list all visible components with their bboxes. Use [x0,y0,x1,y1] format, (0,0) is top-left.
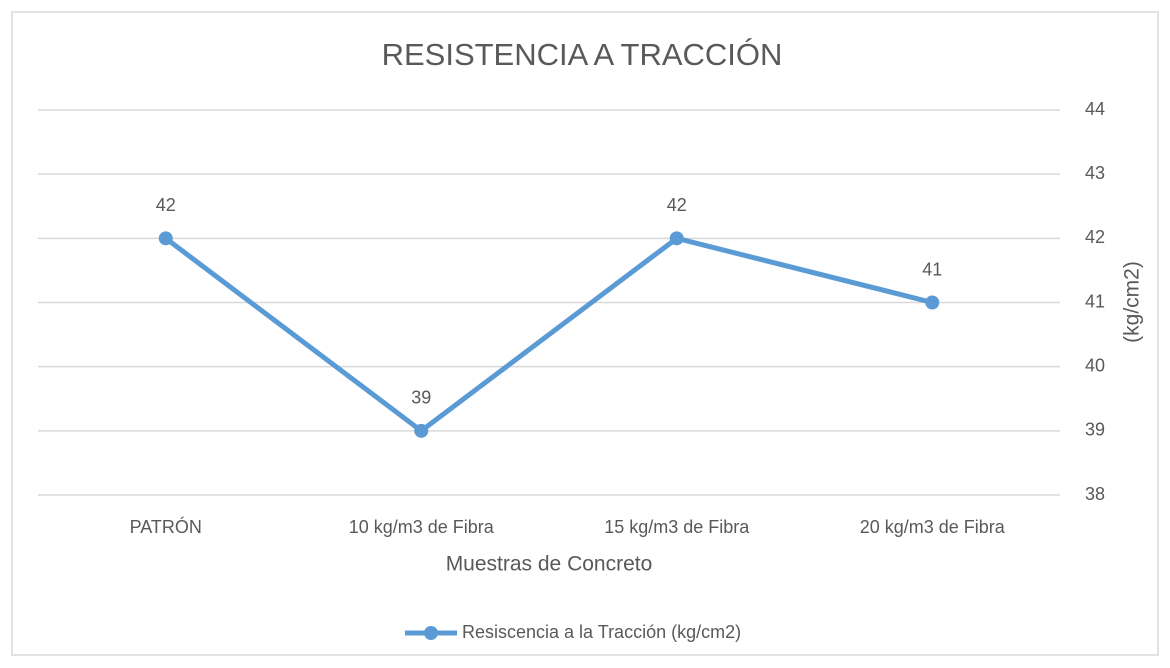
y-axis-title: (kg/cm2) [1121,261,1144,343]
y-tick-label: 38 [1085,484,1105,504]
data-label: 41 [922,259,942,279]
data-label: 42 [667,195,687,215]
y-tick-label: 43 [1085,163,1105,183]
x-tick-label: 20 kg/m3 de Fibra [860,517,1006,537]
y-tick-label: 39 [1085,420,1105,440]
legend-marker [424,626,438,640]
data-label: 42 [156,195,176,215]
chart-border [11,11,1159,656]
data-point [669,231,684,246]
data-point [414,423,429,438]
x-tick-label: PATRÓN [130,516,202,537]
legend-label: Resiscencia a la Tracción (kg/cm2) [462,622,741,642]
x-tick-label: 15 kg/m3 de Fibra [604,517,750,537]
data-point [158,231,173,246]
y-tick-label: 41 [1085,291,1105,311]
chart-title: RESISTENCIA A TRACCIÓN [382,37,783,72]
x-axis-title: Muestras de Concreto [446,553,653,576]
data-label: 39 [411,388,431,408]
data-point [925,295,940,310]
y-tick-label: 44 [1085,99,1105,119]
series-line [164,235,933,434]
y-tick-label: 40 [1085,355,1105,375]
x-tick-label: 10 kg/m3 de Fibra [349,517,495,537]
y-tick-label: 42 [1085,227,1105,247]
